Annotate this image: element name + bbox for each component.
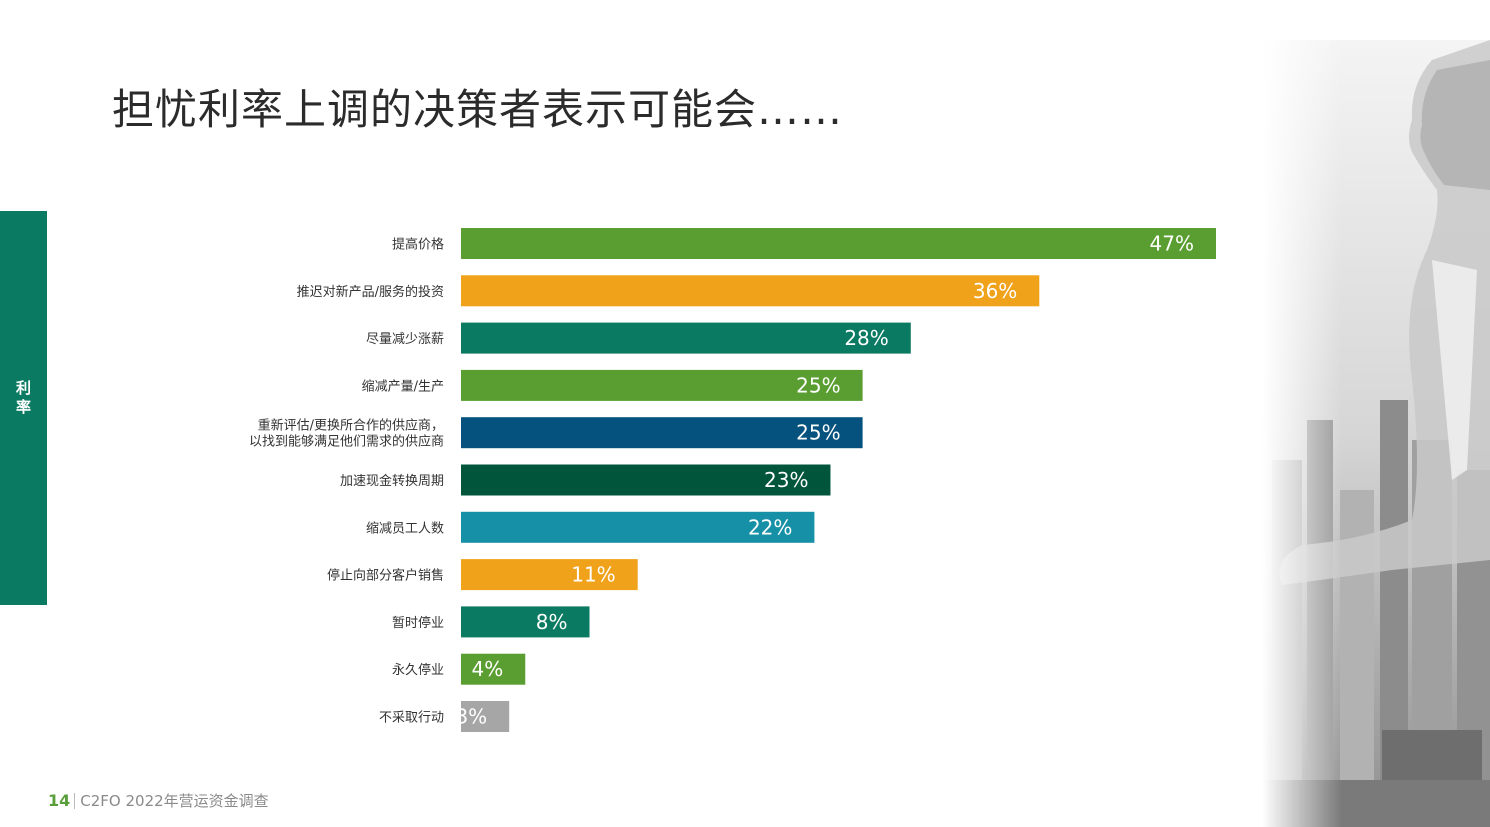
page-number: 14: [48, 791, 71, 810]
bar-value-label-7: 11%: [571, 563, 615, 587]
bar-1: [461, 275, 1040, 307]
category-label-5: 加速现金转换周期: [340, 473, 444, 489]
footer: 14 C2FO 2022年营运资金调查: [48, 790, 269, 811]
category-label-1: 推迟对新产品/服务的投资: [297, 284, 444, 300]
bar-0: [461, 228, 1216, 259]
bar-10: [461, 701, 510, 732]
bar-value-label-6: 22%: [748, 515, 792, 539]
bar-value-label-2: 28%: [844, 326, 888, 350]
section-tab: [0, 211, 47, 605]
bar-value-label-1: 36%: [973, 279, 1017, 303]
footer-divider: [74, 792, 76, 809]
bar-6: [461, 511, 815, 543]
bar-4: [461, 417, 863, 449]
bar-2: [461, 322, 911, 354]
bar-5: [461, 464, 831, 496]
bar-value-label-3: 25%: [796, 373, 840, 397]
bar-3: [461, 369, 863, 401]
category-label-0: 提高价格: [392, 237, 444, 253]
bar-value-label-5: 23%: [764, 468, 808, 492]
category-label-4-0: 重新评估/更换所合作的供应商，: [258, 418, 444, 434]
category-label-8: 暂时停业: [392, 615, 444, 631]
category-label-7: 停止向部分客户销售: [327, 568, 444, 584]
category-label-2: 尽量减少涨薪: [366, 332, 444, 347]
bar-value-label-4: 25%: [796, 421, 840, 445]
bar-8: [461, 606, 590, 638]
bar-chart: 47% 提高价格 36% 推迟对新产品/服务的投资 28% 尽量减少涨薪 25% 缩减产量/生…: [249, 228, 1216, 732]
businessman-city-photo: [1262, 40, 1490, 827]
bar-value-label-0: 47%: [1150, 232, 1194, 256]
category-label-10: 不采取行动: [379, 711, 444, 726]
bar-value-label-9: 4%: [472, 657, 504, 681]
bar-value-label-8: 8%: [536, 610, 568, 634]
section-tab-label: 利率: [14, 380, 32, 418]
category-label-9: 永久停业: [392, 662, 444, 678]
page-title: 担忧利率上调的决策者表示可能会……: [112, 85, 844, 134]
bar-7: [461, 559, 638, 591]
footer-text: C2FO 2022年营运资金调查: [80, 792, 269, 810]
category-label-4-1: 以找到能够满足他们需求的供应商: [249, 434, 444, 450]
bar-9: [461, 653, 526, 685]
bar-value-label-10: 3%: [455, 705, 487, 729]
category-label-3: 缩减产量/生产: [362, 378, 444, 394]
category-label-6: 缩减员工人数: [366, 520, 444, 536]
